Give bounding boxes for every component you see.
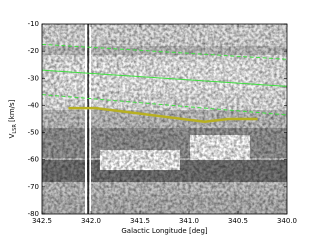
x-tick-label: 341.0 — [179, 217, 199, 225]
x-axis-label: Galactic Longitude [deg] — [121, 227, 208, 235]
y-label-symbol: V — [8, 133, 16, 138]
y-tick-label: -40 — [28, 101, 39, 109]
y-tick-label: -30 — [28, 74, 39, 82]
series-line — [41, 43, 288, 60]
y-axis-label: VLSR [km/s] — [8, 99, 18, 138]
x-tick-label: 340.5 — [228, 217, 248, 225]
series-line — [41, 94, 288, 116]
intensity-map — [42, 24, 287, 214]
y-label-sub: LSR — [12, 124, 18, 134]
series-line — [68, 106, 258, 123]
series-line — [41, 69, 288, 87]
y-tick-label: -60 — [28, 156, 39, 164]
lines — [41, 43, 288, 123]
y-tick-label: -80 — [28, 210, 39, 218]
plot-frame — [41, 23, 288, 215]
y-tick-label: -20 — [28, 47, 39, 55]
x-tick-label: 341.5 — [130, 217, 150, 225]
y-tick-label: -50 — [28, 129, 39, 137]
x-tick-label: 340.0 — [277, 217, 297, 225]
x-tick-label: 342.5 — [32, 217, 52, 225]
y-tick-label: -70 — [28, 183, 39, 191]
y-label-unit: [km/s] — [8, 99, 16, 122]
x-tick-label: 342.0 — [81, 217, 101, 225]
y-tick-label: -10 — [28, 20, 39, 28]
